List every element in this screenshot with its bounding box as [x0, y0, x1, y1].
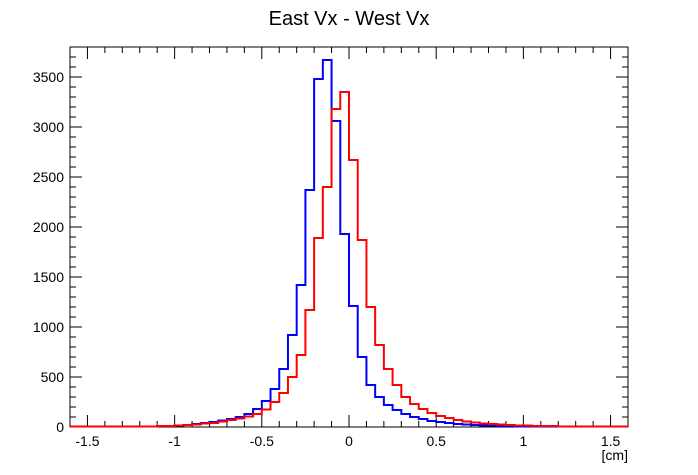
x-tick-label: 1.5	[601, 433, 621, 449]
x-tick-label: 1	[519, 433, 527, 449]
y-tick-label: 3000	[33, 119, 64, 135]
x-axis-label: [cm]	[602, 447, 628, 463]
y-tick-label: 2000	[33, 219, 64, 235]
x-tick-label: -0.5	[250, 433, 274, 449]
x-tick-label: 0.5	[426, 433, 446, 449]
y-tick-label: 500	[41, 369, 65, 385]
y-tick-label: 0	[56, 419, 64, 435]
y-tick-label: 3500	[33, 69, 64, 85]
chart-title: East Vx - West Vx	[269, 8, 430, 30]
series-layer	[70, 59, 628, 428]
y-tick-label: 1500	[33, 269, 64, 285]
x-tick-label: 0	[345, 433, 353, 449]
tick-labels: -1.5 -1 -0.5 0 0.5 1 1.5 0 500 1000 1500 2000 2500 30…	[33, 69, 621, 449]
x-tick-label: -1	[168, 433, 181, 449]
x-tick-label: -1.5	[75, 433, 99, 449]
y-tick-label: 1000	[33, 319, 64, 335]
axis-ticks	[69, 46, 629, 428]
y-tick-label: 2500	[33, 169, 64, 185]
histogram-series-2	[70, 91, 628, 428]
